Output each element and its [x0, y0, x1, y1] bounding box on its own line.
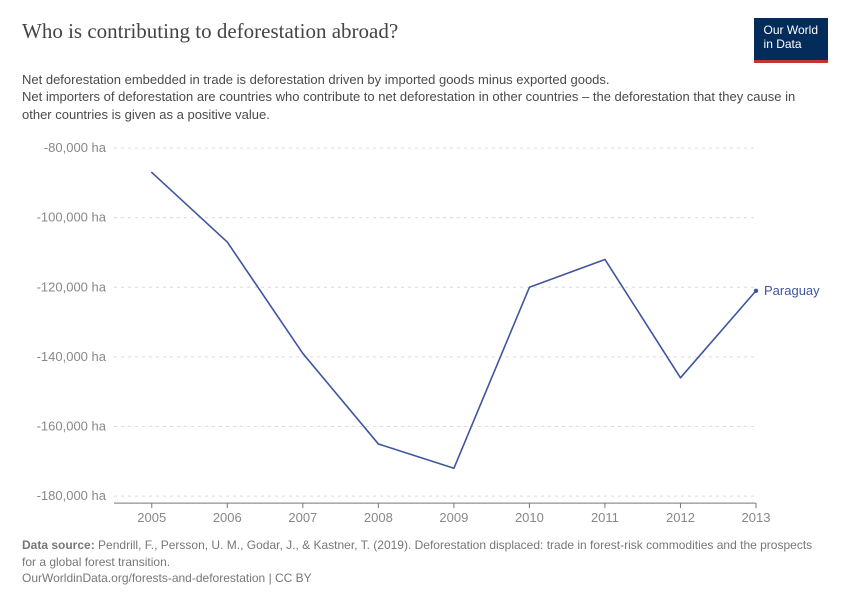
svg-text:2011: 2011	[591, 510, 619, 525]
chart-footer: Data source: Pendrill, F., Persson, U. M…	[22, 537, 828, 586]
svg-text:2010: 2010	[515, 510, 544, 525]
chart-area: -80,000 ha -100,000 ha -120,000 ha -140,000…	[22, 133, 828, 529]
svg-text:2013: 2013	[742, 510, 771, 525]
owid-logo: Our Worldin Data	[754, 18, 828, 63]
page-title: Who is contributing to deforestation abr…	[22, 18, 398, 44]
svg-text:2005: 2005	[137, 510, 166, 525]
source-label: Data source:	[22, 538, 95, 552]
svg-text:-100,000 ha: -100,000 ha	[37, 210, 107, 225]
svg-text:-160,000 ha: -160,000 ha	[37, 419, 107, 434]
line-chart: -80,000 ha -100,000 ha -120,000 ha -140,000…	[22, 133, 828, 529]
source-text: Pendrill, F., Persson, U. M., Godar, J.,…	[22, 538, 812, 568]
svg-text:-180,000 ha: -180,000 ha	[37, 488, 107, 503]
svg-text:-140,000 ha: -140,000 ha	[37, 349, 107, 364]
svg-text:2007: 2007	[288, 510, 317, 525]
svg-text:2008: 2008	[364, 510, 393, 525]
page-subtitle: Net deforestation embedded in trade is d…	[22, 71, 828, 124]
attribution-text: OurWorldinData.org/forests-and-deforesta…	[22, 570, 828, 586]
svg-text:-80,000 ha: -80,000 ha	[44, 140, 107, 155]
svg-text:2009: 2009	[439, 510, 468, 525]
svg-text:-120,000 ha: -120,000 ha	[37, 280, 107, 295]
svg-text:2012: 2012	[666, 510, 695, 525]
svg-text:2006: 2006	[213, 510, 242, 525]
svg-text:Paraguay: Paraguay	[764, 283, 820, 298]
